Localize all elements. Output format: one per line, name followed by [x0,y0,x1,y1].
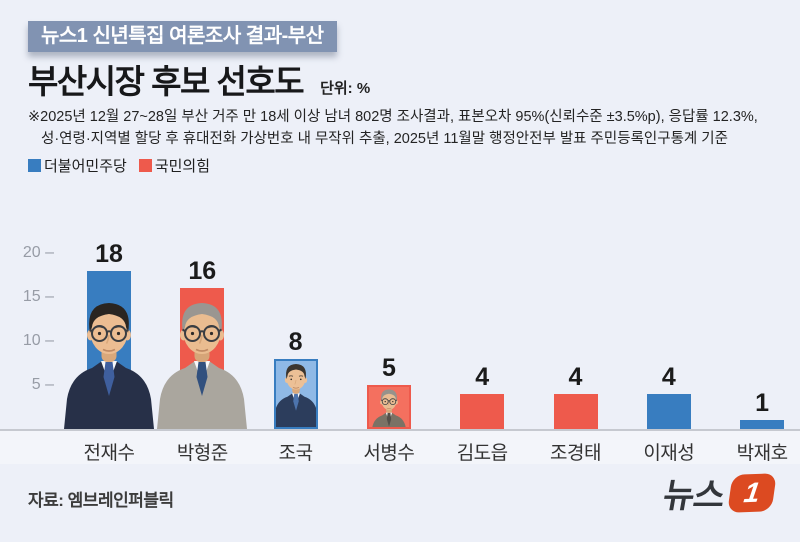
bar-category-label: 김도읍 [456,443,508,464]
y-axis-tick: 5 – [31,376,54,393]
candidate-portrait-icon [152,295,252,429]
candidate-portrait-icon [368,387,409,427]
bar-value-label: 1 [755,389,770,418]
bar [646,393,691,429]
bar-category-label: 서병수 [363,443,415,464]
title-row: 부산시장 후보 선호도 단위: % [28,55,370,103]
bar-value-label: 16 [188,257,217,286]
y-axis-tick: 20 – [22,244,54,261]
bar-category-label: 조경태 [550,443,601,464]
bar-value-label: 8 [288,327,303,356]
survey-note-line1: ※2025년 12월 27~28일 부산 거주 만 18세 이상 남녀 802명… [28,109,758,125]
legend-label: 더불어민주당 [44,158,127,175]
legend-swatch [28,159,41,172]
legend-label: 국민의힘 [154,158,211,175]
bar [740,420,785,429]
legend: 더불어민주당 국민의힘 [28,155,210,176]
bar-value-label: 4 [475,362,490,391]
bar [460,393,505,429]
logo-text: 뉴스 [660,477,728,515]
bar-category-label: 박재호 [736,443,788,464]
poll-badge: 뉴스1 신년특집 여론조사 결과-부산 [28,21,337,52]
logo-badge-digit: 1 [741,476,762,508]
unit-label: 단위: % [320,80,371,97]
candidate-portrait-icon [59,295,159,429]
logo-badge: 1 [726,472,777,513]
legend-item-ppp: 국민의힘 [138,155,211,176]
bar-value-label: 4 [568,362,583,391]
news1-logo: 뉴스 1 [660,468,777,517]
bar-category-label: 조국 [278,443,313,464]
legend-item-democratic: 더불어민주당 [28,155,127,176]
candidate-portrait-icon [275,360,316,427]
bar-value-label: 5 [381,354,396,382]
bar-category-label: 박형준 [176,443,228,464]
bar-category-label: 전재수 [83,443,135,464]
x-axis-line [0,429,800,431]
legend-swatch [138,159,152,172]
y-axis-tick: 10 – [22,332,54,349]
y-axis-tick: 15 – [22,288,54,305]
survey-note-line2: 성·연령·지역별 할당 후 휴대전화 가상번호 내 무작위 추출, 2025년 … [41,131,728,147]
bar-value-label: 4 [661,362,676,391]
page-title: 부산시장 후보 선호도 [28,63,305,100]
bar-category-label: 이재성 [643,443,695,464]
survey-notes: ※2025년 12월 27~28일 부산 거주 만 18세 이상 남녀 802명… [28,106,758,150]
bar-value-label: 18 [95,239,123,268]
bar [553,393,598,429]
source-credit: 자료: 엠브레인퍼블릭 [28,491,174,510]
axis-underband [0,431,800,464]
